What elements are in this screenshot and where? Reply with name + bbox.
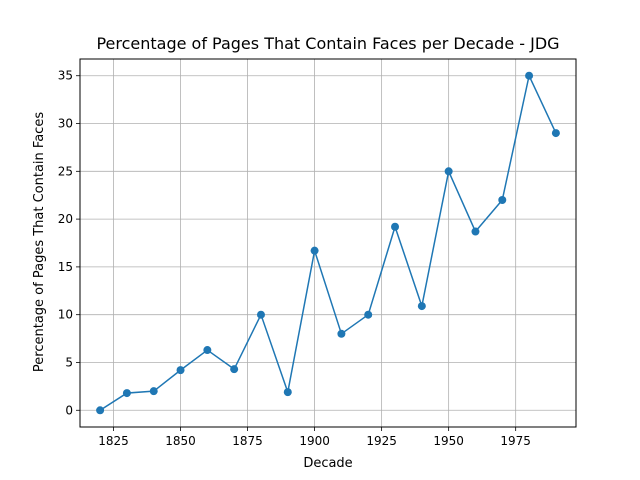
data-point: [283, 388, 292, 397]
plot-frame: [79, 58, 577, 428]
x-tick-label: 1925: [366, 434, 397, 448]
y-tick-label: 20: [58, 212, 73, 226]
data-point: [337, 329, 346, 338]
x-axis-label: Decade: [303, 456, 352, 471]
data-point: [551, 129, 560, 138]
y-axis-label: Percentage of Pages That Contain Faces: [32, 112, 47, 372]
data-point: [176, 366, 185, 375]
data-point: [471, 227, 480, 236]
data-point: [310, 246, 319, 255]
y-tick-label: 10: [58, 308, 73, 322]
data-point: [256, 310, 265, 319]
data-point: [96, 406, 105, 415]
series-line: [99, 74, 557, 411]
y-tick-label: 30: [58, 117, 73, 131]
chart-title: Percentage of Pages That Contain Faces p…: [96, 34, 559, 53]
y-tick-label: 35: [58, 69, 73, 83]
y-tick-label: 25: [58, 164, 73, 178]
y-tick-label: 0: [65, 403, 73, 417]
data-point: [391, 222, 400, 231]
data-point: [149, 387, 158, 396]
x-tick-label: 1975: [500, 434, 531, 448]
data-point: [122, 389, 131, 398]
data-point: [203, 346, 212, 355]
series-layer: [96, 71, 560, 415]
y-tick-label: 5: [65, 355, 73, 369]
x-tick-label: 1950: [433, 434, 464, 448]
data-point: [364, 310, 373, 319]
axis-ticks: 1825 1850 1875 1900 1925 1950 1975 0 5 10 15 20 25 30…: [58, 69, 531, 448]
x-tick-label: 1825: [98, 434, 129, 448]
x-tick-label: 1875: [232, 434, 263, 448]
x-tick-label: 1900: [299, 434, 330, 448]
data-point: [444, 167, 453, 176]
x-tick-label: 1850: [165, 434, 196, 448]
grid-lines: [80, 59, 576, 427]
data-point: [525, 71, 534, 80]
data-point: [417, 302, 426, 311]
y-tick-label: 15: [58, 260, 73, 274]
data-point: [230, 365, 239, 374]
data-point: [498, 195, 507, 204]
